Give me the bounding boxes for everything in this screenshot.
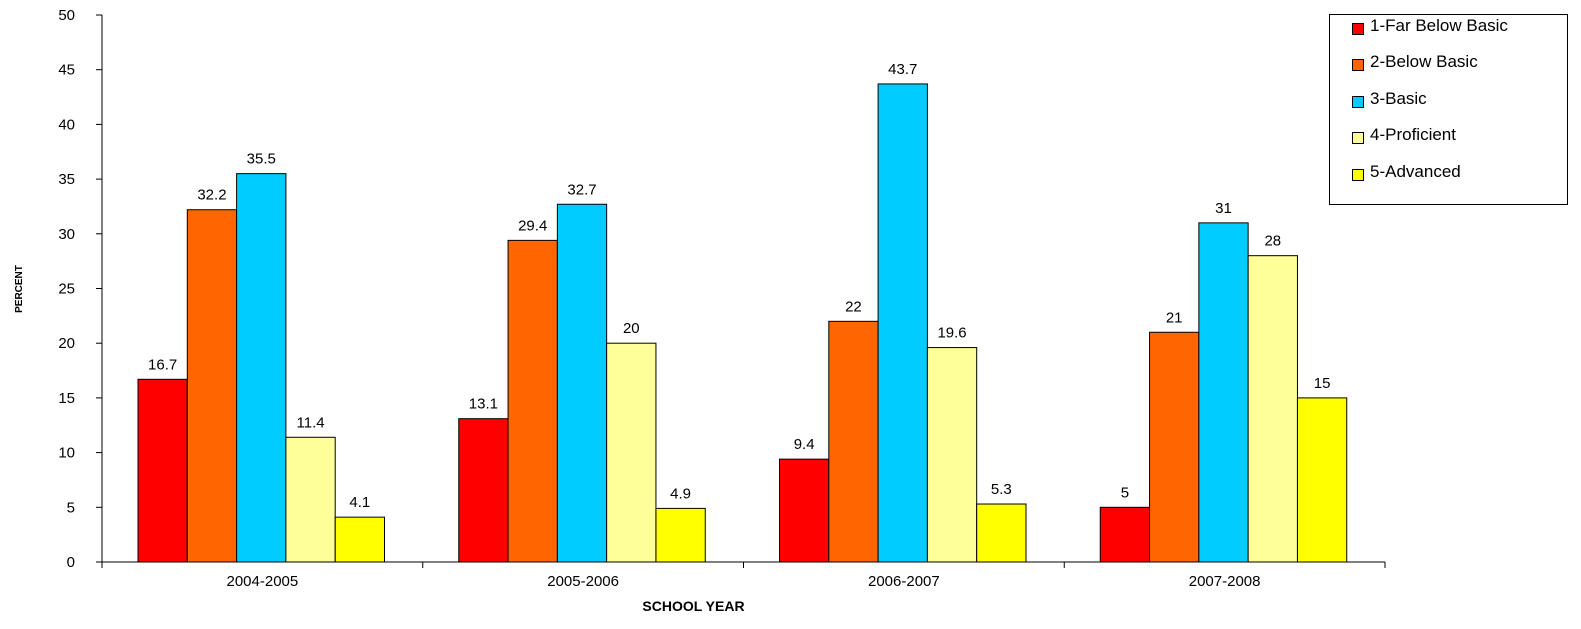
y-tick-label: 0 xyxy=(67,554,75,571)
y-tick-label: 25 xyxy=(58,281,75,298)
y-tick-label: 35 xyxy=(58,171,75,188)
x-tick-label: 2006-2007 xyxy=(868,573,940,590)
data-label: 28 xyxy=(1264,233,1281,250)
legend: 1-Far Below Basic 2-Below Basic 3-Basic … xyxy=(1329,14,1568,205)
bar xyxy=(458,418,509,563)
legend-swatch-below-basic xyxy=(1352,59,1364,71)
bar xyxy=(186,209,238,563)
bar xyxy=(1198,222,1249,563)
y-tick-label: 5 xyxy=(67,499,75,516)
data-label: 15 xyxy=(1314,375,1331,392)
legend-label-advanced: 5-Advanced xyxy=(1370,162,1461,181)
y-tick-label: 20 xyxy=(58,335,75,352)
legend-label-basic: 3-Basic xyxy=(1370,89,1427,108)
data-label: 21 xyxy=(1166,309,1183,326)
data-label: 20 xyxy=(623,320,640,337)
bar xyxy=(137,378,188,563)
legend-label-far-below-basic: 1-Far Below Basic xyxy=(1370,16,1508,35)
y-tick-label: 30 xyxy=(58,226,75,243)
legend-swatch-basic xyxy=(1352,96,1364,108)
data-label: 9.4 xyxy=(794,436,815,453)
x-axis-title: SCHOOL YEAR xyxy=(642,598,744,614)
bar xyxy=(877,83,928,563)
y-tick-label: 15 xyxy=(58,390,75,407)
bar xyxy=(976,503,1027,563)
bar xyxy=(926,347,978,563)
bar xyxy=(828,320,879,563)
data-label: 43.7 xyxy=(888,61,917,78)
data-label: 29.4 xyxy=(518,217,547,234)
data-label: 22 xyxy=(845,298,862,315)
legend-label-below-basic: 2-Below Basic xyxy=(1370,52,1478,71)
legend-swatch-proficient xyxy=(1352,132,1364,144)
data-label: 19.6 xyxy=(937,325,966,342)
data-label: 5 xyxy=(1121,484,1129,501)
y-axis-title: PERCENT xyxy=(14,265,25,313)
data-label: 32.7 xyxy=(567,181,596,198)
bar xyxy=(285,436,336,563)
y-tick-label: 40 xyxy=(58,116,75,133)
x-tick-label: 2004-2005 xyxy=(227,573,299,590)
data-label: 13.1 xyxy=(469,396,498,413)
bar xyxy=(655,507,706,563)
y-tick-label: 10 xyxy=(58,445,75,462)
y-tick-label: 50 xyxy=(58,7,75,24)
data-label: 4.1 xyxy=(349,494,370,511)
y-tick-label: 45 xyxy=(58,62,75,79)
bar xyxy=(236,173,287,563)
x-tick-label: 2005-2006 xyxy=(547,573,619,590)
data-label: 5.3 xyxy=(991,481,1012,498)
bar xyxy=(507,239,558,563)
bar xyxy=(334,516,386,563)
bar xyxy=(1296,397,1348,563)
bar xyxy=(1247,255,1298,563)
data-label: 32.2 xyxy=(197,187,226,204)
x-tick-label: 2007-2008 xyxy=(1189,573,1261,590)
legend-label-proficient: 4-Proficient xyxy=(1370,125,1456,144)
data-label: 11.4 xyxy=(297,414,325,431)
data-label: 31 xyxy=(1215,200,1232,217)
bar xyxy=(1149,331,1200,563)
bar xyxy=(606,342,657,563)
bar xyxy=(556,203,608,563)
data-label: 4.9 xyxy=(670,485,691,502)
legend-swatch-far-below-basic xyxy=(1352,23,1364,35)
bar xyxy=(779,458,830,563)
bar xyxy=(1099,506,1151,563)
data-label: 16.7 xyxy=(148,356,177,373)
legend-swatch-advanced xyxy=(1352,169,1364,181)
data-label: 35.5 xyxy=(247,151,276,168)
